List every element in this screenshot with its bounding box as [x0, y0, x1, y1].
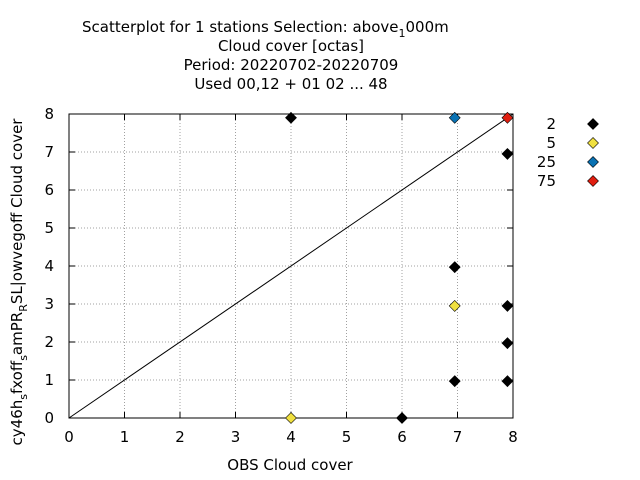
data-point	[501, 111, 514, 124]
chart-title-line-3: Period: 20220702-20220709	[184, 56, 399, 74]
data-point	[448, 261, 461, 274]
data-point	[501, 337, 514, 350]
data-point	[448, 375, 461, 388]
y-tick-label: 2	[44, 333, 54, 351]
data-point	[448, 299, 461, 312]
y-tick-label: 5	[44, 219, 54, 237]
x-tick-label: 4	[286, 428, 296, 446]
legend-label: 75	[537, 172, 556, 190]
y-tick-label: 7	[44, 143, 54, 161]
diagonal-line	[68, 113, 514, 419]
data-point	[501, 375, 514, 388]
chart-title-line-1: Scatterplot for 1 stations Selection: ab…	[82, 18, 449, 40]
chart-title-line-4: Used 00,12 + 01 02 ... 48	[194, 75, 387, 93]
y-tick-label: 0	[44, 409, 54, 427]
legend-label: 25	[537, 153, 556, 171]
x-tick-label: 2	[175, 428, 185, 446]
data-points	[285, 111, 514, 424]
data-point	[396, 412, 408, 424]
x-tick-label: 1	[120, 428, 130, 446]
data-point	[448, 111, 461, 124]
x-tick-label: 3	[231, 428, 241, 446]
y-axis-label: cy46hsfxoffsamPRRSL|owvegoff Cloud cover	[8, 118, 30, 446]
data-point	[285, 111, 297, 124]
legend-marker	[587, 156, 599, 168]
x-tick-label: 5	[342, 428, 352, 446]
legend-label: 5	[546, 134, 556, 152]
data-point	[501, 299, 514, 312]
data-point	[285, 412, 297, 424]
legend-marker	[587, 137, 599, 149]
y-tick-label: 3	[44, 295, 54, 313]
y-tick-label: 1	[44, 371, 54, 389]
data-point	[501, 147, 514, 160]
legend-label: 2	[546, 115, 556, 133]
x-axis-label: OBS Cloud cover	[227, 456, 353, 474]
x-tick-label: 0	[64, 428, 74, 446]
x-tick-label: 6	[397, 428, 407, 446]
x-axis-ticks: 0 1 2 3 4 5 6 7 8	[64, 114, 518, 446]
legend-marker	[587, 175, 599, 187]
legend-marker	[587, 118, 599, 130]
x-tick-label: 7	[453, 428, 463, 446]
y-tick-label: 6	[44, 181, 54, 199]
chart-title-line-2: Cloud cover [octas]	[218, 37, 364, 55]
y-tick-label: 4	[44, 257, 54, 275]
y-tick-label: 8	[44, 105, 54, 123]
x-tick-label: 8	[508, 428, 518, 446]
